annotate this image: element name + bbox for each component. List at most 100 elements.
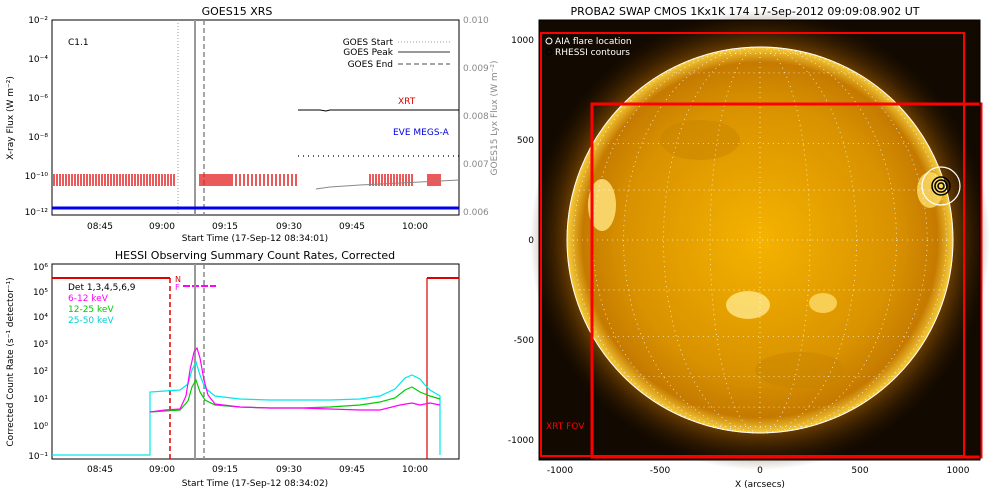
hessi-xtick-0845: 08:45 (87, 465, 113, 475)
goes-panel: GOES15 XRS C1.1 GOES Start GOES Peak GOE… (6, 5, 500, 244)
hessi-ylabel: Corrected Count Rate (s⁻¹ detector⁻¹) (6, 277, 16, 446)
goes-ytick-r-0.008: 0.008 (463, 112, 489, 122)
goes-ytick-r-0.006: 0.006 (463, 208, 489, 218)
hessi-ytick-1e0: 10⁰ (33, 422, 48, 432)
goes-xtick-0915: 09:15 (212, 222, 238, 232)
hessi-ytick-1e3: 10³ (33, 340, 48, 350)
longitude-line (573, 46, 947, 434)
legend-aia-label: AIA flare location (555, 37, 632, 47)
swap-xtick-neg500: -500 (650, 466, 671, 476)
goes-ytick-r-0.009: 0.009 (463, 64, 489, 74)
goes-xtick-0945: 09:45 (339, 222, 365, 232)
hessi-ytick-1e2: 10² (33, 367, 48, 377)
goes-ytick-1e-4: 10⁻⁴ (28, 55, 48, 65)
hessi-title: HESSI Observing Summary Count Rates, Cor… (115, 249, 395, 262)
swap-frame (538, 19, 981, 461)
eve-label: EVE MEGS-A (393, 128, 450, 138)
hessi-ytick-1e1: 10¹ (33, 395, 48, 405)
active-region-center (726, 291, 770, 319)
rhessi-contour-3 (937, 182, 945, 190)
goes-ytick-1e-8: 10⁻⁸ (28, 133, 48, 143)
goes-xlabel: Start Time (17-Sep-12 08:34:01) (182, 234, 328, 244)
goes-title: GOES15 XRS (202, 5, 273, 18)
xrt-fov-label: XRT FOV (546, 422, 585, 432)
hessi-ytick-1e4: 10⁴ (33, 313, 48, 323)
legend-goes-start: GOES Start (343, 38, 394, 48)
hessi-xtick-0900: 09:00 (149, 465, 175, 475)
swap-ytick-1000: 1000 (511, 36, 534, 46)
goes-yticks-left: 10⁻² 10⁻⁴ 10⁻⁶ 10⁻⁸ 10⁻¹⁰ 10⁻¹² (25, 16, 49, 218)
swap-xticks: -1000 -500 0 500 1000 (547, 466, 970, 476)
hessi-6-12-curve (149, 346, 441, 413)
hessi-legend: Det 1,3,4,5,6,9 6-12 keV 12-25 keV 25-50… (68, 283, 136, 326)
hessi-ytick-1e5: 10⁵ (33, 288, 48, 298)
active-region-east (809, 293, 837, 313)
hessi-panel: HESSI Observing Summary Count Rates, Cor… (6, 249, 460, 489)
aia-flare-location-circle (921, 166, 961, 206)
goes-xtick-0930: 09:30 (276, 222, 302, 232)
swap-legend: AIA flare location RHESSI contours (545, 37, 632, 58)
hessi-xtick-0945: 09:45 (339, 465, 365, 475)
xrt-observation-ticks (53, 174, 441, 186)
hessi-xticks: 08:45 09:00 09:15 09:30 09:45 10:00 (87, 465, 428, 475)
hessi-xlabel: Start Time (17-Sep-12 08:34:02) (182, 479, 328, 489)
legend-goes-end: GOES End (348, 60, 393, 70)
swap-xlabel: X (arcsecs) (735, 480, 785, 490)
goes-ytick-r-0.010: 0.010 (463, 16, 489, 26)
hessi-flag-n: N (175, 275, 181, 284)
hessi-flag-f: F (175, 283, 180, 292)
lyx-flux-line (315, 179, 460, 190)
hessi-12-25-curve (149, 378, 441, 413)
hessi-ytick-1e-1: 10⁻¹ (28, 452, 48, 462)
hessi-legend-6-12: 6-12 keV (68, 294, 109, 304)
goes-ylabel-right: GOES15 Lyx Flux (W m⁻²) (490, 61, 500, 176)
hessi-xtick-0915: 09:15 (212, 465, 238, 475)
dark-patch-south (755, 352, 845, 388)
goes-ytick-r-0.007: 0.007 (463, 160, 489, 170)
goes-ylabel-left: X-ray Flux (W m⁻²) (6, 76, 16, 160)
solar-limb (566, 46, 954, 434)
swap-ytick-500: 500 (517, 136, 534, 146)
legend-rhessi-label: RHESSI contours (555, 48, 630, 58)
swap-xtick-0: 0 (757, 466, 763, 476)
goes-plot-frame (51, 19, 460, 216)
hessi-xtick-0930: 09:30 (276, 465, 302, 475)
legend-aia-swatch (545, 37, 553, 45)
swap-xtick-1000: 1000 (947, 466, 970, 476)
goes-ytick-1e-12: 10⁻¹² (25, 208, 49, 218)
hessi-plot-frame (51, 263, 460, 460)
hessi-legend-det: Det 1,3,4,5,6,9 (68, 283, 136, 293)
swap-ytick-0: 0 (528, 236, 534, 246)
xrt-fov-box (590, 102, 983, 459)
swap-ytick-neg1000: -1000 (508, 436, 534, 446)
goes-flare-class: C1.1 (68, 38, 89, 48)
swap-xtick-500: 500 (851, 466, 868, 476)
dark-patch-north (660, 120, 740, 160)
hessi-xtick-1000: 10:00 (402, 465, 428, 475)
legend-goes-peak: GOES Peak (343, 48, 393, 58)
goes-ytick-1e-10: 10⁻¹⁰ (25, 172, 49, 182)
goes-xticks: 08:45 09:00 09:15 09:30 09:45 10:00 (87, 222, 428, 232)
hessi-ytick-1e6: 10⁶ (33, 263, 48, 273)
hessi-25-50-curve (52, 360, 441, 456)
xrt-label: XRT (398, 97, 416, 107)
limb-bright-region-east (588, 179, 616, 231)
hessi-legend-25-50: 25-50 keV (68, 316, 114, 326)
goes-xtick-1000: 10:00 (402, 222, 428, 232)
hessi-legend-12-25: 12-25 keV (68, 305, 114, 315)
longitude-line (709, 46, 811, 434)
swap-yticks: 1000 500 0 -500 -1000 (508, 36, 534, 446)
goes-ytick-1e-2: 10⁻² (28, 16, 48, 26)
goes-legend: GOES Start GOES Peak GOES End (343, 38, 450, 70)
xrt-series-line (298, 109, 459, 112)
goes-ytick-1e-6: 10⁻⁶ (28, 94, 48, 104)
hessi-yticks: 10⁶ 10⁵ 10⁴ 10³ 10² 10¹ 10⁰ 10⁻¹ (28, 263, 48, 462)
swap-panel: PROBA2 SWAP CMOS 1Kx1K 174 17-Sep-2012 0… (508, 5, 990, 490)
swap-ytick-neg500: -500 (514, 336, 535, 346)
legend-rhessi-swatch (545, 48, 553, 56)
goes-xtick-0900: 09:00 (149, 222, 175, 232)
rhessi-contour-2 (934, 179, 948, 193)
goes-yticks-right: 0.010 0.009 0.008 0.007 0.006 (463, 16, 489, 218)
swap-xtick-neg1000: -1000 (547, 466, 573, 476)
